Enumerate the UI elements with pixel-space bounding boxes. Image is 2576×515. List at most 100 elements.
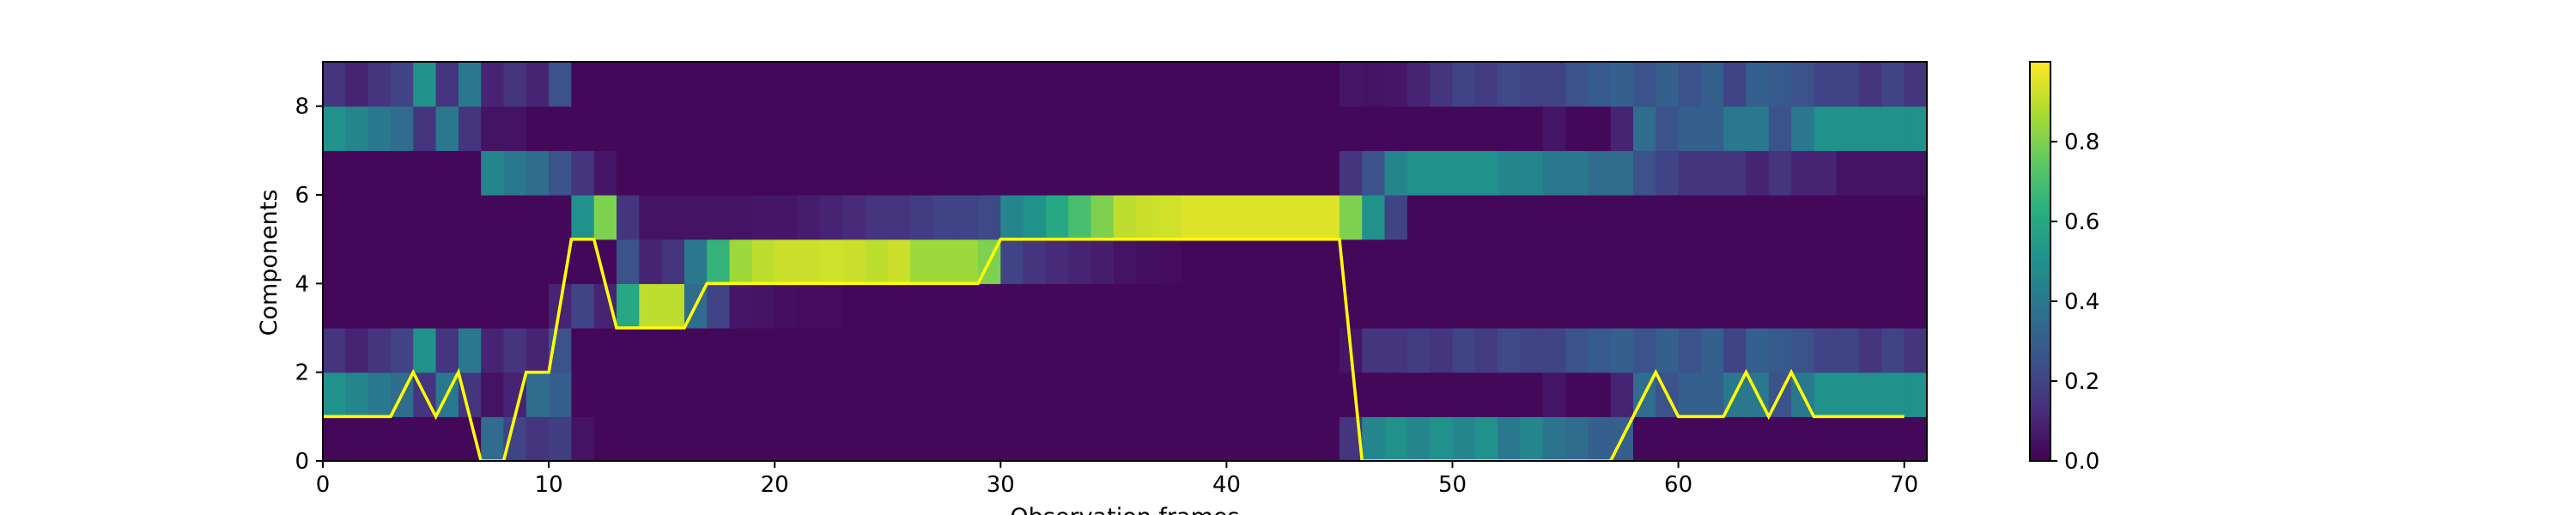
heatmap-cell [1859,416,1882,462]
heatmap-cell [729,416,753,462]
heatmap-cell [661,283,685,329]
colorbar-tick-label: 0.2 [2064,369,2099,395]
heatmap-cell [797,239,821,284]
heatmap-cell [707,372,731,417]
heatmap-cell [933,328,957,373]
heatmap-cell [368,372,392,417]
x-tick-label: 60 [1664,472,1692,498]
heatmap-cell [1000,150,1024,196]
heatmap-cell [368,416,392,462]
heatmap-cell [1791,62,1815,107]
heatmap-cell [1362,62,1386,107]
heatmap-cell [1204,372,1227,417]
heatmap-cell [368,195,392,240]
heatmap-cell [503,106,527,151]
heatmap-cell [1045,239,1069,284]
heatmap-cell [751,416,775,462]
heatmap-cell [887,62,911,107]
heatmap-cell [775,106,799,151]
heatmap-cell [910,283,933,329]
heatmap-cell [1474,328,1498,373]
heatmap-cell [1204,416,1227,462]
heatmap-cell [1588,239,1612,284]
heatmap-cell [413,150,437,196]
heatmap-cell [1565,239,1589,284]
heatmap-cell [1632,416,1656,462]
heatmap-cell [1068,195,1092,240]
heatmap-cell [1520,416,1544,462]
heatmap-cell [707,62,731,107]
heatmap-cell [571,328,595,373]
heatmap-cell [1836,283,1860,329]
heatmap-cell [661,195,685,240]
heatmap-cell [1045,62,1069,107]
heatmap-cell [1836,239,1860,284]
heatmap-cell [707,239,731,284]
heatmap-cell [1339,150,1363,196]
heatmap-cell [413,416,437,462]
heatmap-cell [887,150,911,196]
heatmap-cell [1881,150,1905,196]
heatmap-cell [955,283,979,329]
heatmap-cell [1588,328,1612,373]
heatmap-cell [1226,150,1250,196]
heatmap-cell [955,239,979,284]
heatmap-cell [617,239,640,284]
heatmap-cell [1362,239,1386,284]
heatmap-cell [549,372,573,417]
heatmap-cell [458,283,482,329]
heatmap-cell [458,150,482,196]
heatmap-cell [977,416,1001,462]
heatmap-cell [933,106,957,151]
heatmap-cell [368,283,392,329]
heatmap-cell [819,150,843,196]
heatmap-cell [1700,239,1724,284]
heatmap-cell [1610,239,1634,284]
heatmap-cell [1588,106,1612,151]
heatmap-cell [1023,416,1047,462]
heatmap-cell [1181,150,1205,196]
heatmap-cell [1904,283,1928,329]
heatmap-cell [1226,283,1250,329]
heatmap-cell [571,62,595,107]
heatmap-cell [345,106,369,151]
heatmap-cell [1384,416,1408,462]
heatmap-cell [1249,283,1273,329]
heatmap-cell [1723,283,1747,329]
heatmap-cell [729,283,753,329]
heatmap-cell [1272,62,1295,107]
heatmap-cell [1836,416,1860,462]
heatmap-cell [1791,283,1815,329]
heatmap-cell [933,239,957,284]
heatmap-cell [910,62,933,107]
heatmap-cell [1836,150,1860,196]
heatmap-cell [1045,106,1069,151]
heatmap-cell [571,239,595,284]
heatmap-cell [639,62,663,107]
heatmap-cell [1226,416,1250,462]
heatmap-cell [1249,239,1273,284]
heatmap-cell [1384,150,1408,196]
heatmap-cell [1272,239,1295,284]
heatmap-cell [1158,416,1182,462]
heatmap-cell [1091,328,1115,373]
heatmap-cell [1700,195,1724,240]
x-axis: 0 10 20 30 40 50 60 70 [316,461,1918,498]
heatmap-cell [933,416,957,462]
heatmap-cell [1113,106,1137,151]
heatmap-cell [683,416,708,462]
heatmap-cell [797,283,821,329]
heatmap-cell [458,62,482,107]
heatmap-cell [1452,62,1476,107]
heatmap-cell [1384,239,1408,284]
heatmap-cell [1723,328,1747,373]
heatmap-cell [1452,416,1476,462]
heatmap-cell [1113,328,1137,373]
heatmap-cell [1632,328,1656,373]
heatmap-cell [1656,195,1680,240]
heatmap-cell [1542,372,1566,417]
heatmap-cell [775,239,799,284]
heatmap-cell [1091,150,1115,196]
heatmap-cell [910,150,933,196]
heatmap-cell [1113,195,1137,240]
